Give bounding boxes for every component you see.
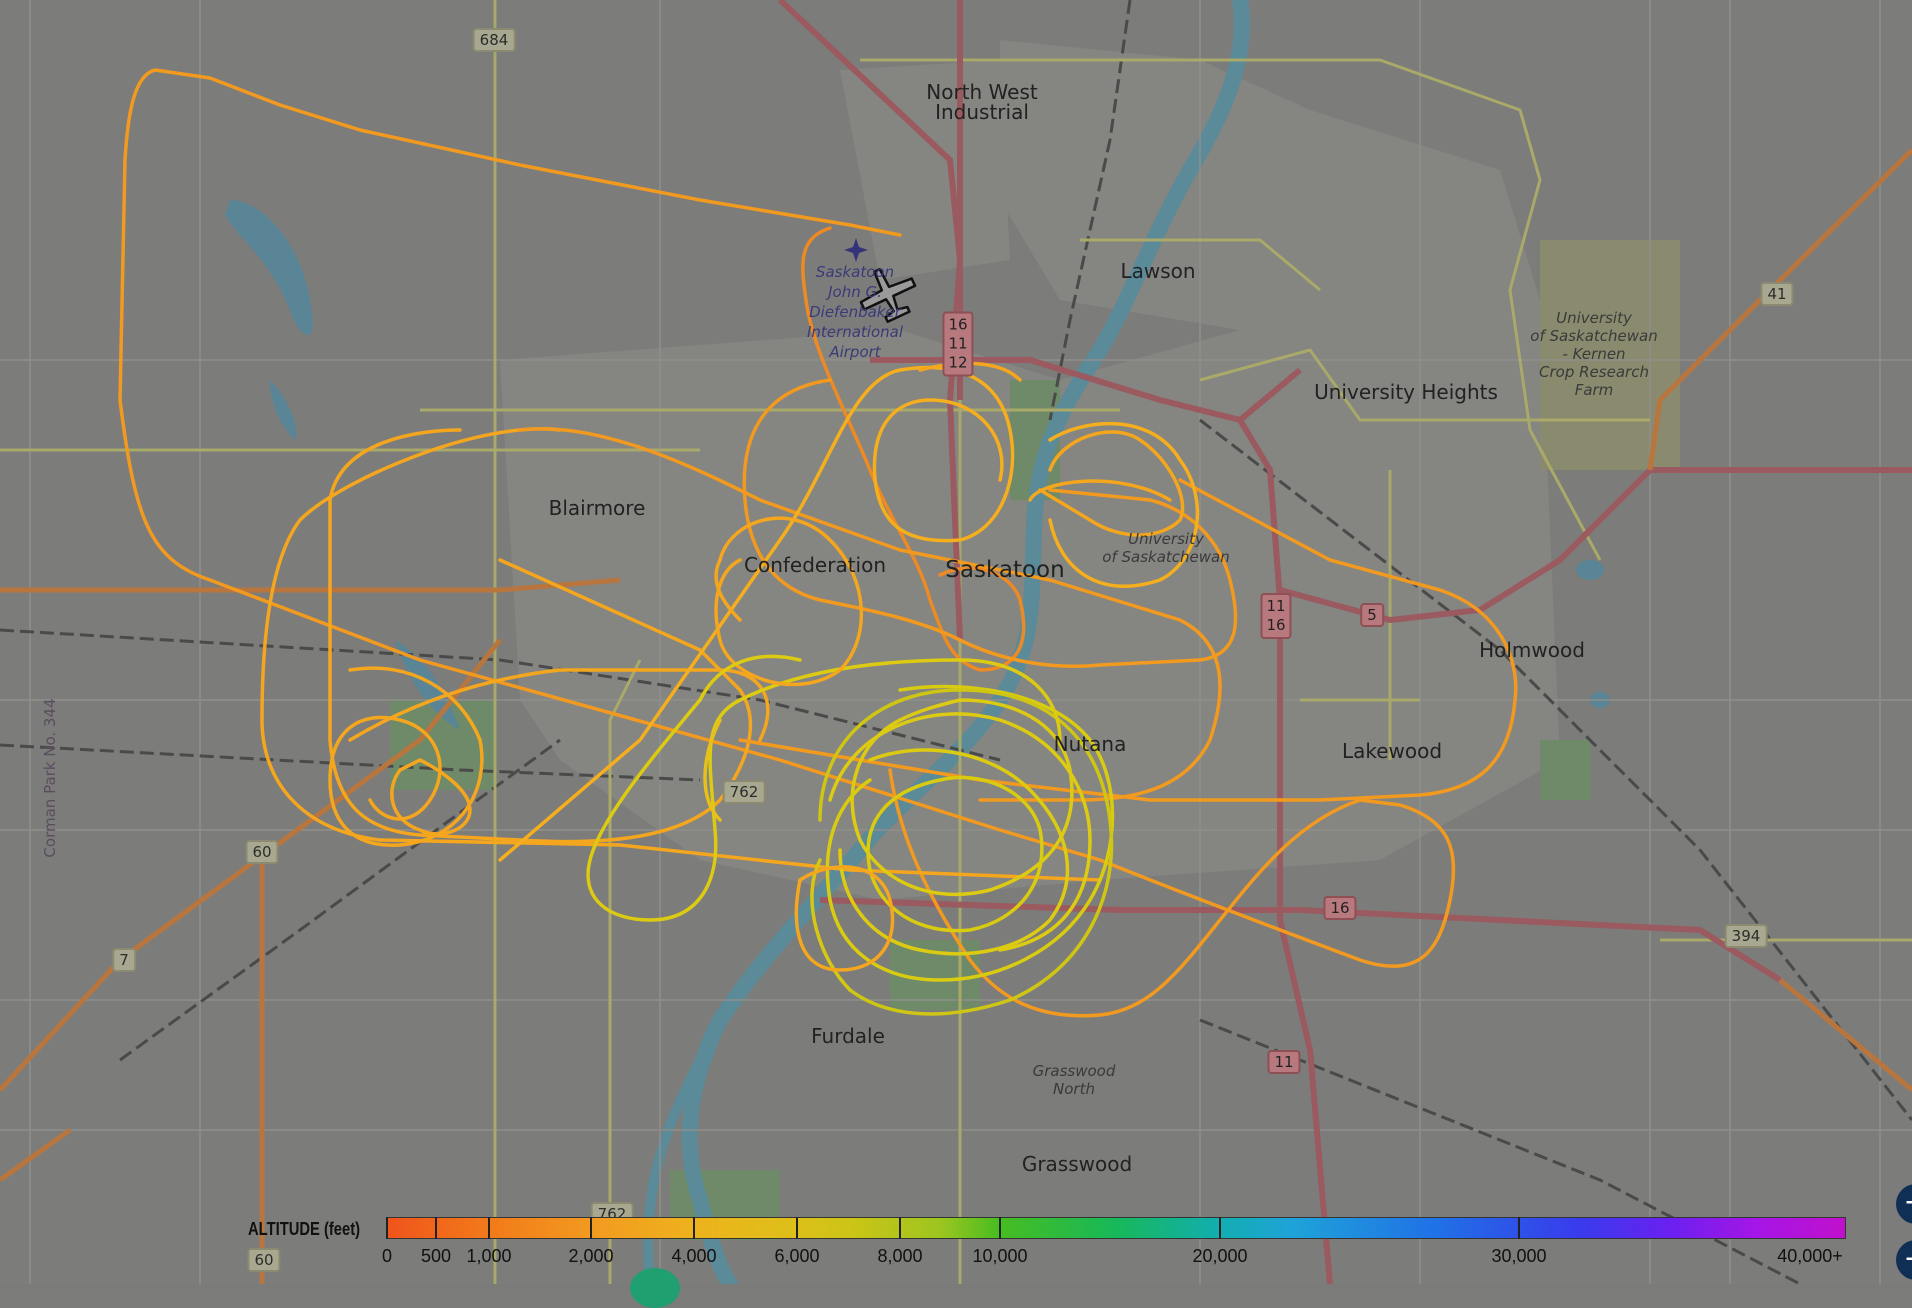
place-grasswood-north: Grasswood North: [1032, 1062, 1116, 1098]
legend-tick: [1518, 1217, 1520, 1239]
legend-tick: [796, 1217, 798, 1239]
small-plane-icon[interactable]: [852, 259, 924, 329]
highway-shield-762: 762: [722, 780, 766, 804]
place-airport: Saskatoon John G. Diefenbaker Internatio…: [807, 263, 903, 361]
highway-shield-7: 7: [112, 948, 136, 972]
legend-tick-label: 6,000: [774, 1246, 820, 1266]
place-university-of-saskatchewan: University of Saskatchewan: [1102, 530, 1230, 566]
zoom-in-button[interactable]: +: [1896, 1184, 1912, 1224]
legend-tick-label: 10,000: [972, 1246, 1028, 1266]
place-saskatoon: Saskatoon: [945, 557, 1065, 583]
place-nutana: Nutana: [1053, 732, 1127, 756]
legend-tick: [488, 1217, 490, 1239]
legend-tick: [1219, 1217, 1221, 1239]
legend-tick-label: 500: [420, 1246, 452, 1266]
legend-tick-label: 20,000: [1192, 1246, 1248, 1266]
legend-tick-label: 0: [381, 1246, 393, 1266]
place-confederation: Confederation: [743, 553, 887, 577]
place-furdale: Furdale: [811, 1024, 885, 1048]
legend-tick: [899, 1217, 901, 1239]
highway-shield-41: 41: [1760, 282, 1794, 306]
legend-tick-label: 40,000+: [1777, 1246, 1843, 1266]
river: [681, 0, 1250, 1284]
highway-shield-60-south: 60: [247, 1248, 281, 1272]
legend-tick-label: 2,000: [568, 1246, 614, 1266]
place-north-west-industrial: North West Industrial: [926, 80, 1038, 124]
place-corman-park: Corman Park No. 344: [41, 698, 59, 858]
flight-track[interactable]: [118, 68, 1518, 1018]
legend-tick: [590, 1217, 592, 1239]
legend-tick-label: 8,000: [877, 1246, 923, 1266]
legend-tick-label: 1,000: [466, 1246, 512, 1266]
highway-shield-684: 684: [472, 28, 516, 52]
legend-tick: [693, 1217, 695, 1239]
legend-tick: [999, 1217, 1001, 1239]
legend-title: ALTITUDE (feet): [248, 1219, 361, 1239]
highway-shield-60: 60: [245, 840, 279, 864]
altitude-color-bar: [386, 1217, 1846, 1239]
place-university-heights: University Heights: [1314, 380, 1498, 404]
highway-shield-5: 5: [1360, 603, 1384, 627]
highway-shield-11-16: 11 16: [1260, 593, 1292, 639]
legend-tick: [435, 1217, 437, 1239]
highway-shield-11: 11: [1267, 1050, 1301, 1074]
zoom-out-button[interactable]: −: [1896, 1240, 1912, 1280]
altitude-legend: [0, 1200, 1912, 1284]
place-lawson: Lawson: [1120, 259, 1196, 283]
highway-shield-394: 394: [1724, 924, 1768, 948]
legend-tick-label: 4,000: [671, 1246, 717, 1266]
highway-shield-16: 16: [1323, 896, 1357, 920]
place-blairmore: Blairmore: [548, 496, 646, 520]
place-grasswood: Grasswood: [1021, 1152, 1133, 1176]
highway-shield-16-11-12: 16 11 12: [942, 311, 974, 377]
place-holmwood: Holmwood: [1479, 638, 1585, 662]
map-badge-icon: [630, 1268, 680, 1308]
legend-tick-label: 30,000: [1491, 1246, 1547, 1266]
orange-highways: [0, 148, 1912, 1284]
place-lakewood: Lakewood: [1341, 739, 1443, 763]
place-university-kernen: University of Saskatchewan - Kernen Crop…: [1530, 309, 1658, 399]
legend-tick: [386, 1217, 388, 1239]
airport-icon: [844, 238, 868, 262]
